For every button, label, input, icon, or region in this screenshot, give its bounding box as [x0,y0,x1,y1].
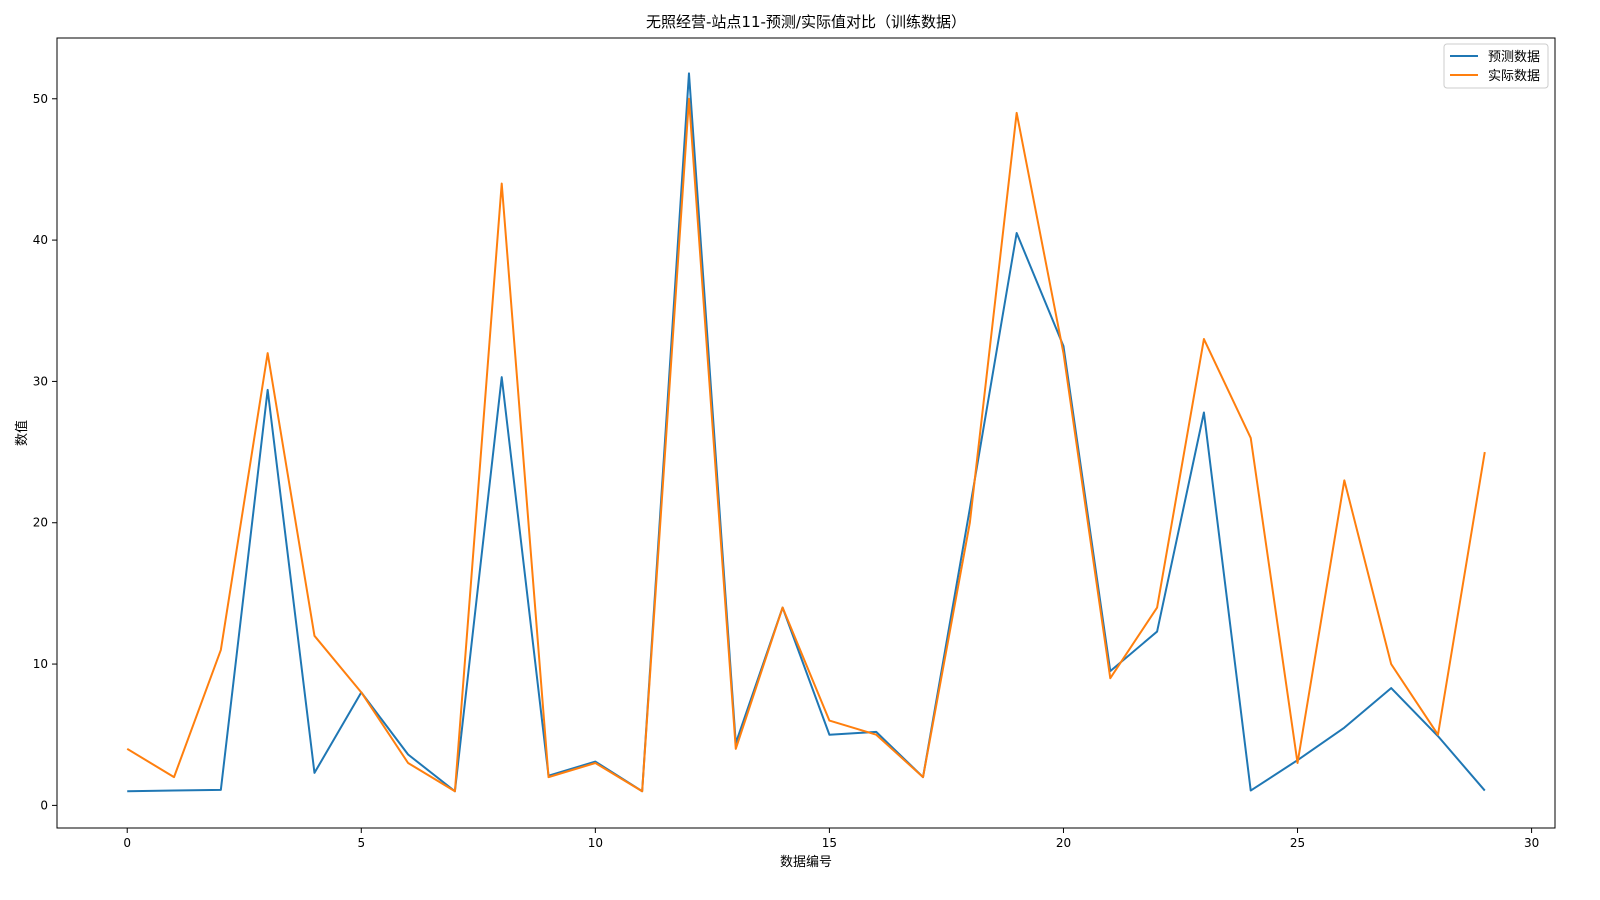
x-tick-label: 30 [1524,836,1539,850]
y-tick-label: 0 [40,798,48,812]
legend-label: 实际数据 [1488,69,1540,84]
y-tick-label: 10 [33,657,48,671]
y-tick-label: 50 [33,92,48,106]
chart-title: 无照经营-站点11-预测/实际值对比（训练数据） [646,13,966,31]
x-tick-label: 15 [822,836,837,850]
legend-label: 预测数据 [1488,50,1540,65]
plot-frame [56,37,1556,829]
x-axis-title: 数据编号 [780,855,832,870]
y-tick-label: 20 [33,516,48,530]
x-tick-label: 25 [1290,836,1305,850]
series-line-1 [127,72,1486,793]
y-axis-title: 数值 [14,420,30,446]
x-tick-label: 20 [1056,836,1071,850]
y-axis: 0 10 20 30 40 50 [33,92,57,812]
y-tick-label: 40 [33,233,48,247]
y-tick-label: 30 [33,374,48,388]
series-line-2 [126,97,1486,793]
x-axis: 0 5 10 15 20 25 30 [123,828,1539,850]
x-tick-label: 5 [357,836,365,850]
x-tick-label: 10 [588,836,603,850]
x-tick-label: 0 [123,836,131,850]
series-layer [126,72,1486,793]
